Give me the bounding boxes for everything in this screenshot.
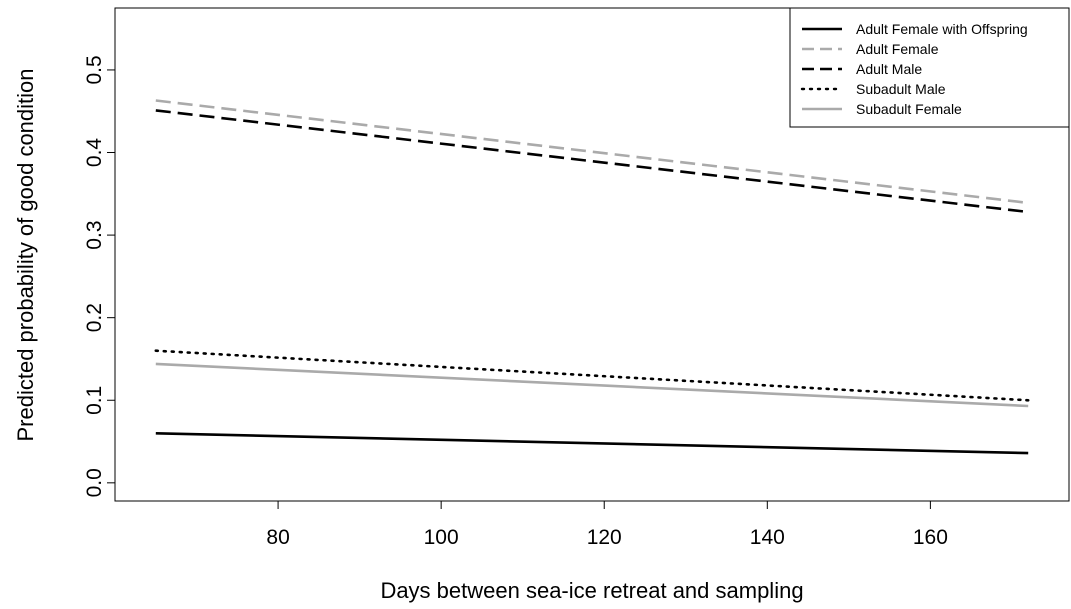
series-line-adult-female (155, 99, 1029, 205)
series-line-subadult-female (155, 362, 1029, 408)
legend-label: Adult Female (856, 41, 939, 57)
x-axis: 80 100 120 140 160 (266, 501, 948, 549)
y-tick-label: 0.0 (83, 468, 106, 497)
legend-label: Subadult Male (856, 81, 946, 97)
y-axis-label: Predicted probability of good condition (13, 68, 38, 441)
x-tick-label: 160 (913, 526, 948, 549)
x-tick-label: 80 (266, 526, 289, 549)
y-tick-label: 0.4 (83, 138, 106, 168)
x-tick-label: 140 (750, 526, 785, 549)
series-layer (154, 99, 1030, 455)
x-tick-label: 120 (587, 526, 622, 549)
legend-label: Subadult Female (856, 101, 962, 117)
series-line-adult-female-with-offspring (155, 432, 1029, 455)
legend-label: Adult Female with Offspring (856, 21, 1028, 37)
series-line-adult-male (155, 109, 1029, 214)
x-axis-label: Days between sea-ice retreat and samplin… (380, 578, 803, 603)
y-tick-label: 0.5 (83, 55, 106, 84)
series-line-subadult-male (154, 349, 1030, 402)
legend: Adult Female with Offspring Adult Female A… (789, 7, 1070, 128)
y-tick-label: 0.2 (83, 303, 106, 332)
y-tick-label: 0.3 (83, 220, 106, 249)
legend-label: Adult Male (856, 61, 922, 77)
y-axis: 0.0 0.1 0.2 0.3 0.4 0.5 (83, 55, 115, 497)
plot-frame (114, 7, 1070, 502)
y-tick-label: 0.1 (83, 386, 106, 415)
x-tick-label: 100 (424, 526, 459, 549)
